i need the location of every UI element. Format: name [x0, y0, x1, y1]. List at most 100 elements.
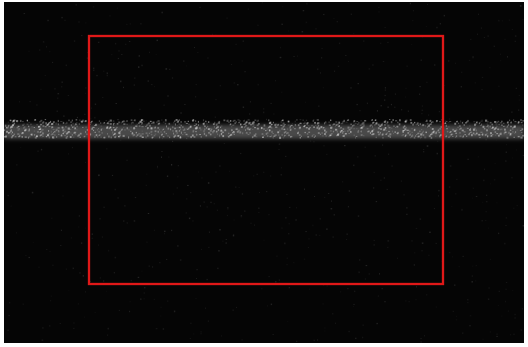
background-speckle	[210, 201, 212, 204]
background-speckle	[438, 189, 440, 192]
background-speckle	[394, 93, 396, 95]
band-speckle	[47, 134, 50, 136]
band-speckle	[42, 135, 44, 137]
band-speckle	[478, 133, 480, 135]
band-speckle	[239, 120, 241, 122]
background-speckle	[125, 43, 127, 45]
background-speckle	[159, 262, 161, 264]
band-speckle	[445, 135, 448, 137]
band-speckle	[405, 134, 407, 137]
band-speckle	[23, 126, 26, 128]
band-speckle	[492, 126, 494, 129]
band-speckle	[204, 125, 206, 128]
background-speckle	[346, 233, 348, 235]
background-speckle	[326, 153, 328, 155]
band-speckle	[436, 120, 438, 122]
band-speckle	[321, 132, 323, 134]
band-speckle	[245, 121, 248, 124]
background-speckle	[287, 30, 289, 32]
band-speckle	[36, 135, 38, 138]
background-speckle	[499, 60, 502, 62]
band-speckle	[22, 121, 24, 123]
band-speckle	[51, 133, 54, 135]
background-speckle	[368, 273, 370, 275]
band-speckle	[347, 119, 350, 121]
band-speckle	[422, 124, 425, 127]
band-speckle	[416, 134, 418, 135]
band-speckle	[503, 132, 506, 135]
background-speckle	[379, 273, 380, 275]
background-speckle	[452, 256, 453, 258]
band-speckle	[33, 134, 36, 136]
band-speckle	[235, 121, 237, 124]
background-speckle	[186, 137, 188, 140]
band-speckle	[459, 128, 461, 130]
band-speckle	[375, 119, 377, 121]
band-speckle	[449, 131, 451, 133]
band-speckle	[395, 120, 398, 122]
band-speckle	[342, 131, 344, 134]
background-speckle	[478, 13, 479, 15]
background-speckle	[382, 144, 384, 146]
band-speckle	[474, 134, 476, 136]
band-speckle	[22, 132, 24, 134]
band-speckle	[353, 127, 356, 130]
band-speckle	[65, 123, 67, 125]
band-speckle	[247, 126, 250, 129]
band-speckle	[404, 135, 406, 138]
background-speckle	[60, 229, 62, 231]
band-speckle	[56, 128, 58, 130]
band-speckle	[379, 125, 382, 127]
band-speckle	[465, 122, 468, 123]
band-speckle	[107, 133, 108, 135]
background-speckle	[267, 305, 268, 307]
band-speckle	[217, 133, 218, 135]
band-speckle	[329, 134, 331, 137]
band-speckle	[418, 135, 420, 137]
band-speckle	[228, 132, 230, 135]
band-speckle	[347, 119, 349, 121]
band-speckle	[445, 120, 448, 123]
band-speckle	[449, 132, 451, 133]
band-speckle	[265, 130, 267, 132]
background-speckle	[29, 101, 31, 103]
band-speckle	[459, 135, 462, 138]
band-speckle	[387, 124, 390, 127]
band-speckle	[336, 130, 338, 133]
background-speckle	[490, 108, 492, 110]
background-speckle	[305, 231, 307, 233]
band-speckle	[247, 119, 250, 121]
background-speckle	[99, 218, 101, 220]
background-speckle	[455, 319, 458, 321]
background-speckle	[85, 227, 86, 229]
background-speckle	[205, 307, 206, 309]
band-speckle	[299, 119, 302, 121]
band-speckle	[470, 128, 471, 129]
background-speckle	[49, 51, 51, 53]
band-speckle	[286, 132, 289, 134]
band-speckle	[47, 134, 49, 137]
band-speckle	[457, 126, 459, 128]
band-speckle	[392, 119, 394, 121]
background-speckle	[364, 278, 366, 280]
band-speckle	[181, 134, 184, 136]
band-speckle	[132, 135, 134, 137]
band-speckle	[460, 127, 462, 130]
red-selection-box[interactable]	[87, 34, 445, 286]
band-speckle	[134, 126, 135, 129]
band-speckle	[97, 136, 99, 138]
background-speckle	[429, 231, 431, 233]
background-speckle	[233, 219, 235, 221]
band-speckle	[307, 136, 310, 138]
band-speckle	[247, 133, 250, 135]
band-speckle	[174, 127, 177, 130]
band-speckle	[67, 131, 69, 133]
background-speckle	[97, 41, 100, 43]
background-speckle	[186, 198, 188, 200]
band-speckle	[47, 134, 49, 136]
background-speckle	[115, 42, 117, 45]
band-speckle	[339, 130, 342, 134]
background-speckle	[337, 65, 340, 67]
band-speckle	[269, 121, 272, 124]
background-speckle	[488, 227, 489, 229]
